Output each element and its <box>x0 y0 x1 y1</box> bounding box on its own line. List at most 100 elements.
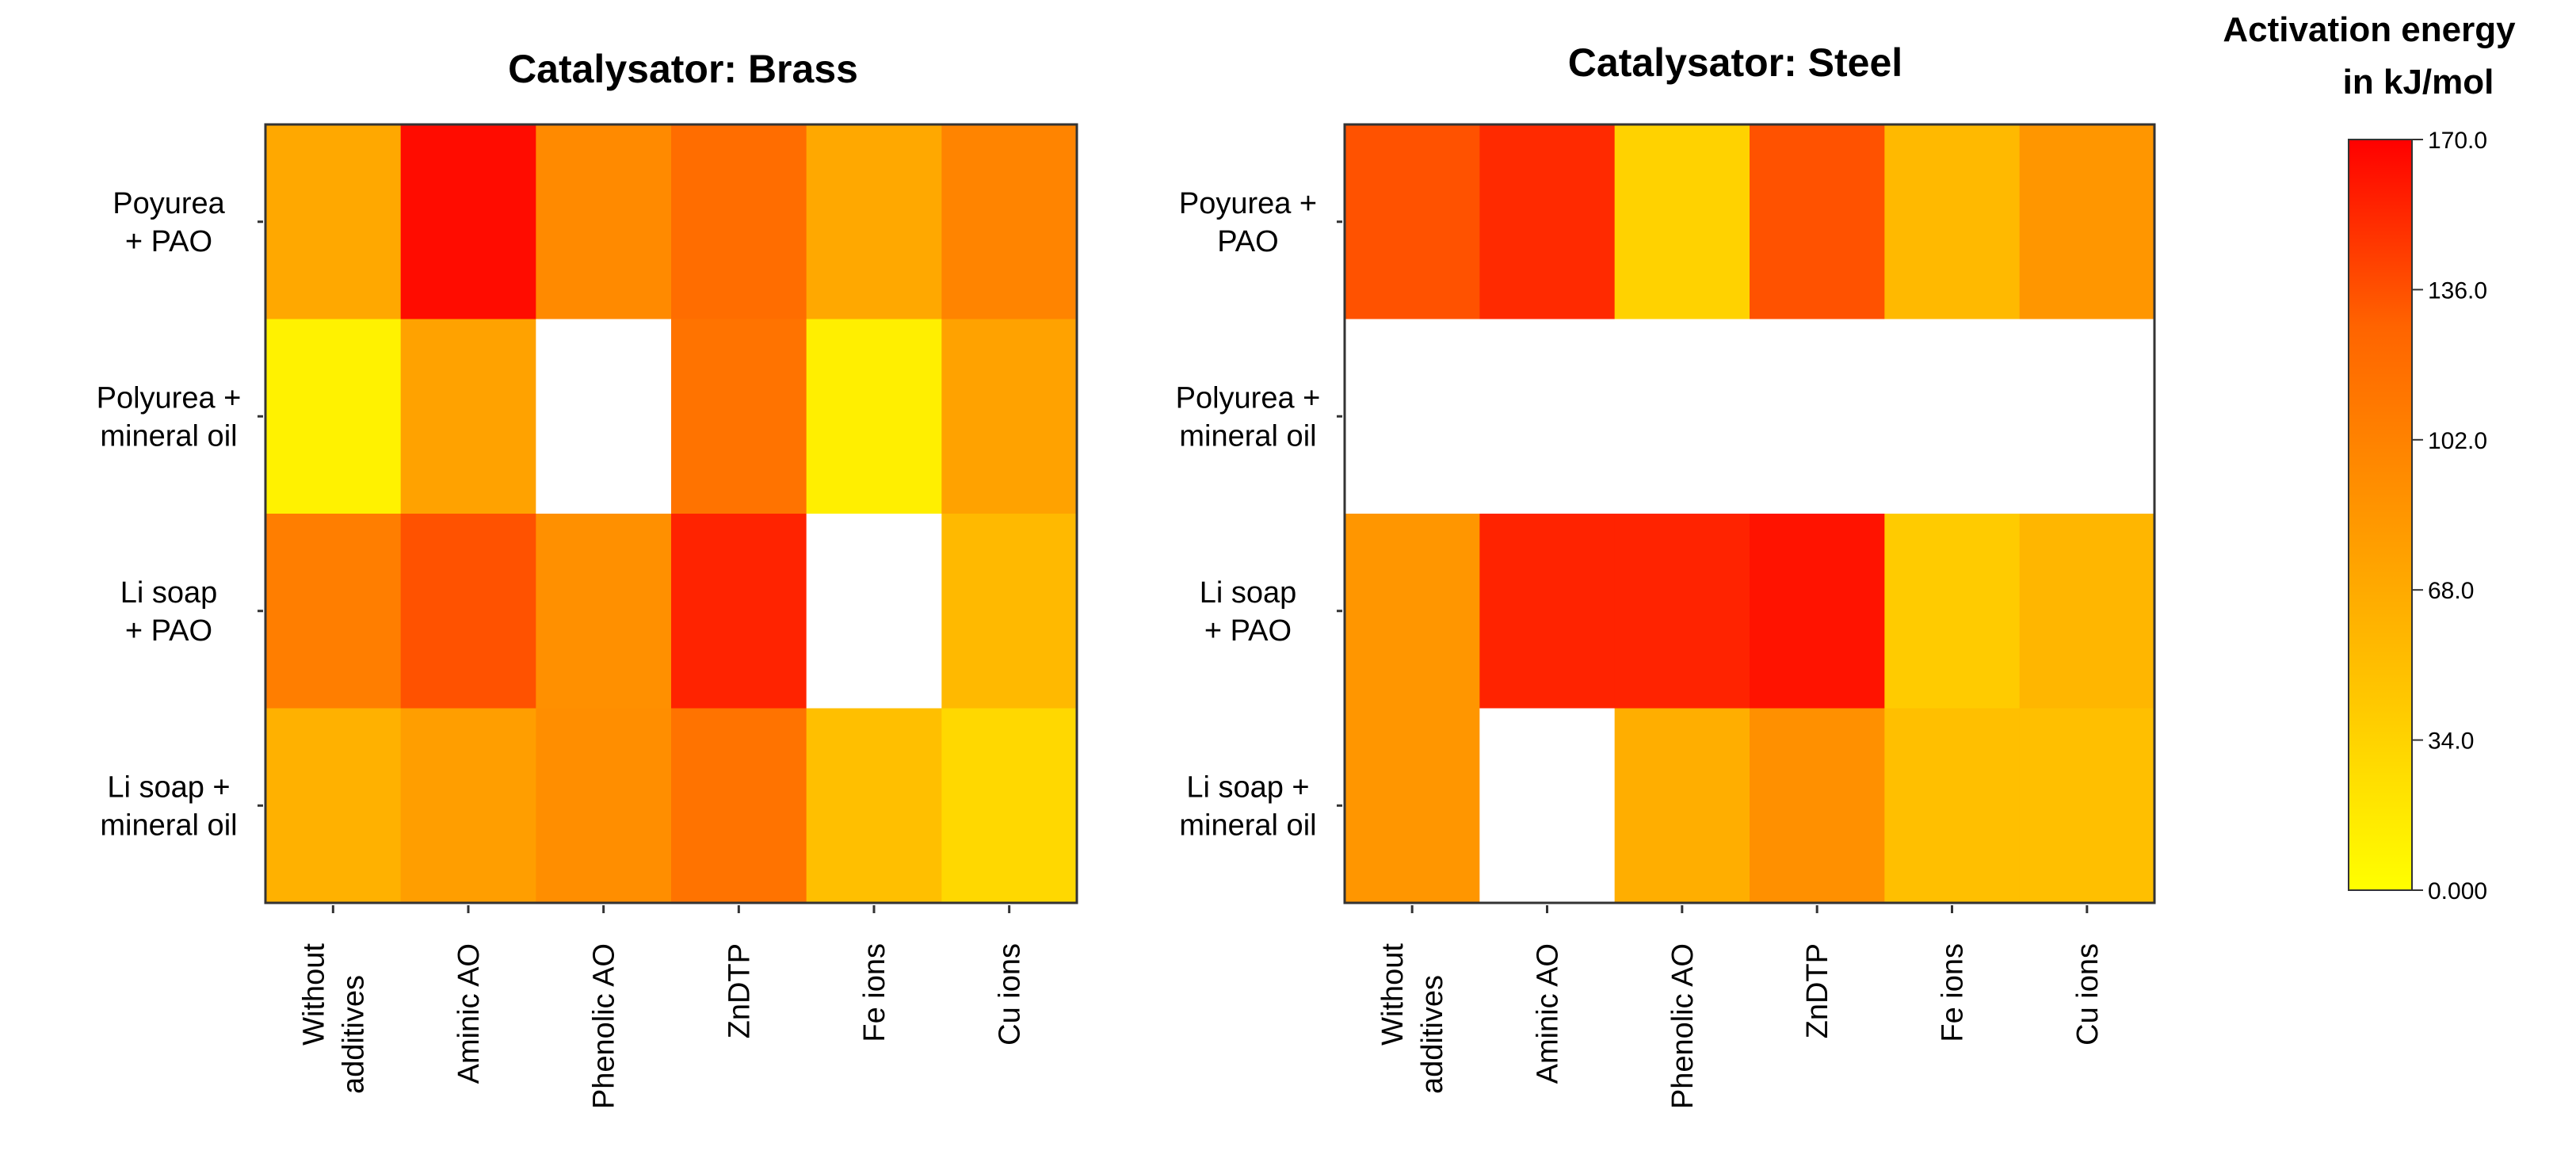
heatmap-cell-r2-c5 <box>2019 514 2155 709</box>
colorbar-tick-label: 68.0 <box>2428 578 2474 604</box>
colorbar-tick-label: 102.0 <box>2428 428 2487 454</box>
colorbar-title-line-2: in kJ/mol <box>2343 63 2494 101</box>
heatmap-cell-r2-c2 <box>1614 514 1750 709</box>
column-label: additives <box>337 975 370 1094</box>
heatmap-cell-r2-c3 <box>1750 514 1885 709</box>
heatmap-cell-r3-c4 <box>806 708 942 904</box>
heatmap-cell-r3-c2 <box>1614 708 1750 904</box>
heatmap-cell-r3-c2 <box>536 708 672 904</box>
column-label: Without <box>1376 943 1410 1046</box>
steel-cells <box>1345 124 2155 904</box>
heatmap-cell-r3-c0 <box>265 708 402 904</box>
colorbar-tick-label: 34.0 <box>2428 728 2474 755</box>
heatmap-cell-r0-c4 <box>1884 124 2021 320</box>
brass-y-ticks: Poyurea + PAO Polyurea + mineral oil Li soap… <box>97 187 263 842</box>
steel-x-ticks: Without additives Aminic AO Phenolic AO ZnDT… <box>1376 905 2105 1109</box>
column-label: Fe ions <box>1937 943 1970 1042</box>
steel-y-ticks: Poyurea + PAO Polyurea + mineral oil Li soap… <box>1176 187 1342 842</box>
row-label: mineral oil <box>100 809 237 842</box>
heatmap-cell-r2-c0 <box>1345 514 1480 709</box>
heatmap-cell-r3-c1 <box>400 708 536 904</box>
heatmap-cell-r1-c2 <box>1614 319 1750 514</box>
brass-panel: Catalysator: Brass Poyurea + PAO Polyurea … <box>97 47 1078 1109</box>
heatmap-cell-r1-c1 <box>1479 319 1616 514</box>
heatmap-cell-r2-c2 <box>536 514 672 709</box>
row-label: Polyurea + <box>1176 381 1321 415</box>
steel-panel: Catalysator: Steel Poyurea + PAO Polyurea … <box>1176 40 2156 1109</box>
heatmap-cell-r1-c3 <box>671 319 807 514</box>
heatmap-cell-r1-c2 <box>536 319 672 514</box>
heatmap-cell-r0-c2 <box>536 124 672 320</box>
column-label: ZnDTP <box>723 943 756 1038</box>
heatmap-cell-r0-c0 <box>1345 124 1480 320</box>
row-label: Poyurea <box>113 187 225 220</box>
heatmap-cell-r0-c4 <box>806 124 942 320</box>
row-label: Polyurea + <box>97 381 242 415</box>
heatmap-cell-r3-c0 <box>1345 708 1480 904</box>
heatmap-cell-r0-c5 <box>2019 124 2155 320</box>
colorbar: Activation energy in kJ/mol 170.0 136.0 10… <box>2223 10 2516 904</box>
heatmap-cell-r1-c1 <box>400 319 536 514</box>
steel-title: Catalysator: Steel <box>1568 40 1902 85</box>
heatmap-cell-r0-c0 <box>265 124 402 320</box>
heatmap-cell-r0-c3 <box>671 124 807 320</box>
heatmap-cell-r1-c0 <box>265 319 402 514</box>
heatmap-cell-r3-c3 <box>1750 708 1885 904</box>
heatmap-cell-r0-c1 <box>400 124 536 320</box>
heatmap-cell-r1-c5 <box>941 319 1078 514</box>
heatmap-cell-r1-c0 <box>1345 319 1480 514</box>
row-label: Li soap <box>120 576 218 610</box>
column-label: Without <box>297 943 330 1046</box>
colorbar-title-line-1: Activation energy <box>2223 10 2516 49</box>
row-label: mineral oil <box>1179 809 1316 842</box>
heatmap-cell-r1-c3 <box>1750 319 1885 514</box>
column-label: Fe ions <box>858 943 891 1042</box>
column-label: additives <box>1416 975 1449 1094</box>
heatmap-cell-r0-c2 <box>1614 124 1750 320</box>
heatmap-cell-r3-c3 <box>671 708 807 904</box>
heatmap-cell-r3-c5 <box>941 708 1078 904</box>
row-label: Li soap <box>1200 576 1297 610</box>
colorbar-ticks: 170.0 136.0 102.0 68.0 34.0 0.000 <box>2412 128 2487 904</box>
heatmap-cell-r2-c4 <box>806 514 942 709</box>
heatmap-cell-r2-c3 <box>671 514 807 709</box>
brass-cells <box>265 124 1078 904</box>
row-label: Poyurea + <box>1179 187 1317 220</box>
row-label: mineral oil <box>1179 419 1316 453</box>
colorbar-frame <box>2348 139 2413 891</box>
heatmap-cell-r2-c4 <box>1884 514 2021 709</box>
heatmap-cell-r3-c4 <box>1884 708 2021 904</box>
colorbar-gradient <box>2349 140 2412 890</box>
brass-plot-frame <box>264 123 1078 904</box>
column-label: Cu ions <box>994 943 1027 1046</box>
heatmap-cell-r1-c4 <box>1884 319 2021 514</box>
row-label: + PAO <box>125 614 212 648</box>
heatmap-cell-r1-c5 <box>2019 319 2155 514</box>
column-label: Aminic AO <box>452 943 486 1084</box>
column-label: Phenolic AO <box>588 943 621 1109</box>
steel-plot-frame <box>1343 123 2156 904</box>
row-label: + PAO <box>125 225 212 258</box>
column-label: ZnDTP <box>1801 943 1834 1038</box>
brass-title: Catalysator: Brass <box>508 47 858 91</box>
heatmap-cell-r2-c1 <box>400 514 536 709</box>
brass-x-ticks: Without additives Aminic AO Phenolic AO ZnDT… <box>297 905 1027 1109</box>
colorbar-tick-label: 170.0 <box>2428 128 2487 154</box>
heatmap-cell-r1-c4 <box>806 319 942 514</box>
heatmap-cell-r3-c5 <box>2019 708 2155 904</box>
row-label: mineral oil <box>100 419 237 453</box>
column-label: Cu ions <box>2071 943 2105 1046</box>
heatmap-cell-r0-c5 <box>941 124 1078 320</box>
column-label: Aminic AO <box>1532 943 1565 1084</box>
heatmap-cell-r2-c1 <box>1479 514 1616 709</box>
row-label: Li soap + <box>107 770 230 804</box>
heatmap-cell-r0-c3 <box>1750 124 1885 320</box>
heatmap-cell-r3-c1 <box>1479 708 1616 904</box>
colorbar-tick-label: 136.0 <box>2428 277 2487 304</box>
heatmap-cell-r0-c1 <box>1479 124 1616 320</box>
row-label: Li soap + <box>1186 770 1309 804</box>
heatmap-cell-r2-c5 <box>941 514 1078 709</box>
heatmap-cell-r2-c0 <box>265 514 402 709</box>
column-label: Phenolic AO <box>1666 943 1700 1109</box>
